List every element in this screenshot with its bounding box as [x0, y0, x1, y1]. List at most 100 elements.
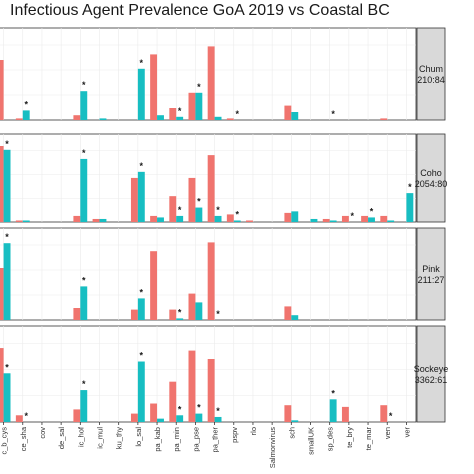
facet-strip-value: 2054:80	[415, 179, 448, 189]
bar-goa-ce_sha	[15, 220, 23, 222]
bar-goa-sch	[284, 405, 292, 422]
bar-goa-pa_ther	[207, 155, 215, 222]
significance-star: *	[197, 403, 201, 413]
significance-star: *	[178, 205, 182, 215]
bar-goa-c_b_cys	[0, 268, 4, 320]
bar-bc-pa_min	[176, 215, 184, 222]
bar-goa-sp_des	[322, 218, 330, 222]
facet-strip-value: 211:27	[418, 275, 445, 285]
bar-bc-pa_min	[176, 415, 184, 422]
bar-goa-pa_pse	[188, 293, 196, 320]
bar-bc-c_b_cys	[3, 373, 11, 422]
bar-bc-c_b_cys	[3, 149, 11, 222]
facet-strip-name: Coho	[420, 168, 442, 178]
bar-goa-te_mar	[361, 215, 369, 222]
x-tick-label: sch	[287, 427, 296, 439]
bar-goa-ic_hof	[73, 308, 81, 320]
significance-star: *	[24, 99, 28, 109]
significance-star: *	[178, 106, 182, 116]
bar-goa-c_b_cys	[0, 60, 4, 120]
bar-goa-pa_ther	[207, 242, 215, 320]
bar-goa-pspv	[226, 118, 234, 120]
bar-bc-pa_pse	[195, 302, 203, 320]
x-tick-label: te_bry	[345, 427, 354, 448]
bar-goa-ic_hof	[73, 215, 81, 222]
x-tick-label: smallUK	[307, 427, 316, 455]
facet-strip	[416, 325, 446, 423]
bar-goa-ic_hof	[73, 409, 81, 422]
significance-star: *	[140, 287, 144, 297]
x-tick-label: ic_hof	[76, 426, 85, 447]
significance-star: *	[216, 406, 220, 416]
significance-star: *	[82, 275, 86, 285]
bar-goa-ce_sha	[15, 415, 23, 422]
x-tick-label: ven	[383, 427, 392, 439]
bar-goa-te_bry	[341, 215, 349, 222]
facet-strip-name: Sockeye	[414, 364, 449, 374]
x-tick-label: ce_sha	[19, 426, 28, 451]
x-tick-label: pa_min	[172, 427, 181, 452]
bar-goa-pa_kab	[150, 215, 158, 222]
bar-bc-sch	[291, 315, 299, 320]
bar-goa-pa_kab	[150, 251, 158, 320]
bar-goa-pa_min	[169, 309, 177, 320]
significance-star: *	[82, 379, 86, 389]
significance-star: *	[331, 388, 335, 398]
x-tick-label: cov	[38, 427, 47, 439]
bar-bc-pa_pse	[195, 92, 203, 120]
bar-bc-te_mar	[368, 217, 375, 222]
bar-goa-ic_hof	[73, 115, 81, 120]
bar-bc-lo_sal	[137, 361, 145, 422]
bar-bc-pa_min	[176, 116, 184, 120]
bar-bc-ic_mul	[99, 118, 107, 120]
bar-bc-sp_des	[329, 220, 337, 222]
bar-bc-ic_hof	[80, 286, 88, 320]
significance-star: *	[140, 351, 144, 361]
significance-star: *	[5, 139, 9, 149]
facet-strip-value: 3362:61	[415, 375, 448, 385]
bar-bc-pa_ther	[214, 416, 222, 422]
facet-strip-name: Chum	[419, 64, 443, 74]
bar-goa-pa_min	[169, 108, 177, 120]
bar-goa-pa_min	[169, 196, 177, 222]
facet-strip	[416, 227, 446, 321]
bar-goa-ce_sha	[15, 118, 23, 120]
significance-star: *	[178, 404, 182, 414]
bar-bc-pa_pse	[195, 207, 203, 222]
bar-bc-pa_kab	[157, 115, 164, 120]
bar-goa-pa_kab	[150, 403, 158, 422]
significance-star: *	[5, 232, 9, 242]
bar-goa-sch	[284, 306, 292, 320]
significance-star: *	[216, 205, 220, 215]
bar-bc-pa_pse	[195, 413, 203, 422]
bar-goa-te_bry	[341, 406, 349, 422]
significance-star: *	[408, 182, 412, 192]
significance-star: *	[216, 309, 220, 319]
bar-goa-pa_pse	[188, 350, 196, 422]
bar-goa-pa_pse	[188, 92, 196, 120]
bar-goa-sch	[284, 105, 292, 120]
bar-bc-lo_sal	[137, 298, 145, 320]
significance-star: *	[140, 161, 144, 171]
bar-goa-pa_kab	[150, 54, 158, 120]
bar-bc-ver	[406, 193, 414, 222]
bar-bc-ven	[387, 220, 395, 222]
significance-star: *	[82, 80, 86, 90]
bar-goa-pa_ther	[207, 46, 215, 120]
bar-goa-pa_ther	[207, 359, 215, 422]
significance-star: *	[235, 209, 239, 219]
bar-bc-pspv	[233, 220, 241, 222]
bar-bc-ce_sha	[22, 220, 30, 222]
bar-goa-lo_sal	[130, 413, 138, 422]
bar-bc-pa_kab	[157, 217, 164, 222]
x-tick-label: sp_des	[326, 427, 335, 451]
bar-bc-sch	[291, 420, 299, 422]
x-tick-label: Salmonvirus	[268, 427, 277, 469]
significance-star: *	[331, 109, 335, 119]
x-tick-label: lo_sal	[134, 427, 143, 447]
